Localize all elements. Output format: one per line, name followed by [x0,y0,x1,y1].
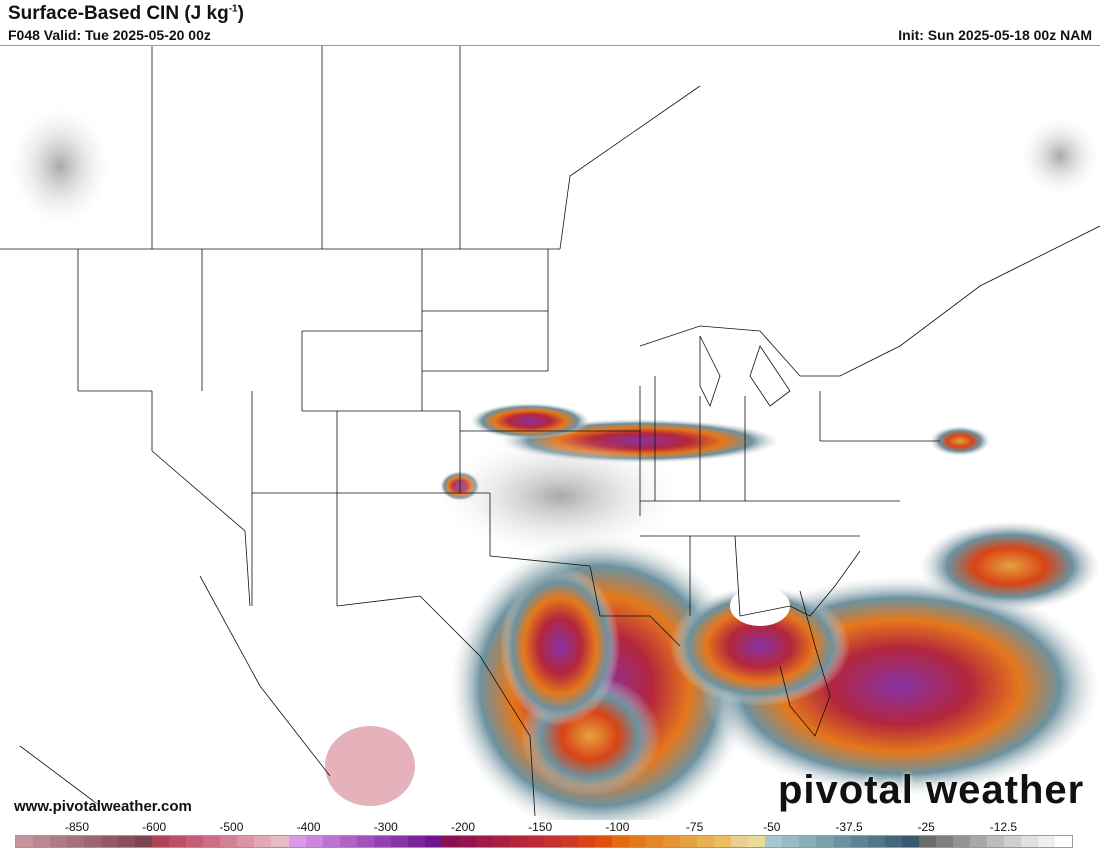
colorbar-cell [220,836,238,847]
title-end: ) [237,3,244,24]
colorbar-cell [629,836,647,847]
colorbar-cell [850,836,868,847]
colorbar-labels: -850 -600 -500 -400 -300 -200 -150 -100 -75 -50 -3… [0,820,1100,834]
colorbar-label: -25 [917,820,935,834]
colorbar-cell [169,836,187,847]
colorbar-cell [612,836,630,847]
colorbar-cell [543,836,561,847]
colorbar-cell [492,836,510,847]
colorbar-cell [748,836,766,847]
colorbar-cell [237,836,255,847]
colorbar-cell [952,836,970,847]
colorbar-label: -500 [219,820,244,834]
colorbar-label: -50 [763,820,781,834]
colorbar-cell [782,836,800,847]
colorbar-cell [1020,836,1038,847]
colorbar: -850 -600 -500 -400 -300 -200 -150 -100 -75 -50 -3… [0,820,1100,850]
colorbar-label: -400 [296,820,321,834]
colorbar-label: -37.5 [835,820,863,834]
colorbar-label: -300 [373,820,398,834]
colorbar-cell [561,836,579,847]
colorbar-cells [15,835,1073,848]
colorbar-cell [1003,836,1021,847]
colorbar-cell [799,836,817,847]
colorbar-cell [680,836,698,847]
colorbar-cell [186,836,204,847]
weather-map[interactable] [0,45,1100,836]
colorbar-cell [935,836,953,847]
colorbar-cell [646,836,664,847]
colorbar-cell [152,836,170,847]
colorbar-cell [84,836,102,847]
colorbar-cell [697,836,715,847]
colorbar-cell [765,836,783,847]
colorbar-cell [101,836,119,847]
cin-shading [10,106,1100,836]
colorbar-cell [986,836,1004,847]
colorbar-cell [339,836,357,847]
colorbar-cell [918,836,936,847]
state-country-borders [0,46,1100,817]
header: Surface-Based CIN (J kg-1) F048 Valid: T… [0,0,1100,45]
colorbar-cell [407,836,425,847]
colorbar-cell [288,836,306,847]
map-canvas [0,46,1100,836]
colorbar-cell [901,836,919,847]
colorbar-cell [118,836,136,847]
colorbar-cell [67,836,85,847]
colorbar-cell [390,836,408,847]
colorbar-label: -12.5 [989,820,1018,834]
colorbar-cell [305,836,323,847]
colorbar-cell [578,836,596,847]
colorbar-cell [969,836,987,847]
colorbar-cell [33,836,51,847]
colorbar-cell [254,836,272,847]
colorbar-cell [322,836,340,847]
colorbar-cell [441,836,459,847]
colorbar-cell [509,836,527,847]
colorbar-cell [663,836,681,847]
colorbar-label: -850 [64,820,90,834]
map-title: Surface-Based CIN (J kg-1) [8,3,244,25]
website-label: www.pivotalweather.com [14,798,192,815]
colorbar-cell [50,836,68,847]
colorbar-cell [816,836,834,847]
colorbar-cell [1037,836,1055,847]
colorbar-cell [475,836,493,847]
colorbar-cell [833,836,851,847]
colorbar-label: -200 [450,820,476,834]
colorbar-cell [595,836,613,847]
colorbar-cell [458,836,476,847]
colorbar-cell [356,836,374,847]
init-time: Init: Sun 2025-05-18 00z NAM [898,27,1092,43]
colorbar-cell [203,836,221,847]
colorbar-cell [271,836,289,847]
colorbar-cell [526,836,544,847]
title-superscript: -1 [228,3,238,15]
valid-time: F048 Valid: Tue 2025-05-20 00z [8,27,211,43]
colorbar-cell [884,836,902,847]
colorbar-cell [16,836,34,847]
colorbar-cell [714,836,732,847]
colorbar-label: -600 [142,820,167,834]
colorbar-cell [424,836,442,847]
pivotal-weather-watermark: pivotal weather [778,768,1085,812]
colorbar-cell [135,836,153,847]
colorbar-cell [373,836,391,847]
title-text: Surface-Based CIN (J kg [8,3,229,24]
colorbar-label: -75 [685,820,704,834]
colorbar-cell [867,836,885,847]
colorbar-cell [731,836,749,847]
colorbar-cell [1054,836,1072,847]
colorbar-label: -100 [605,820,630,834]
colorbar-label: -150 [528,820,553,834]
